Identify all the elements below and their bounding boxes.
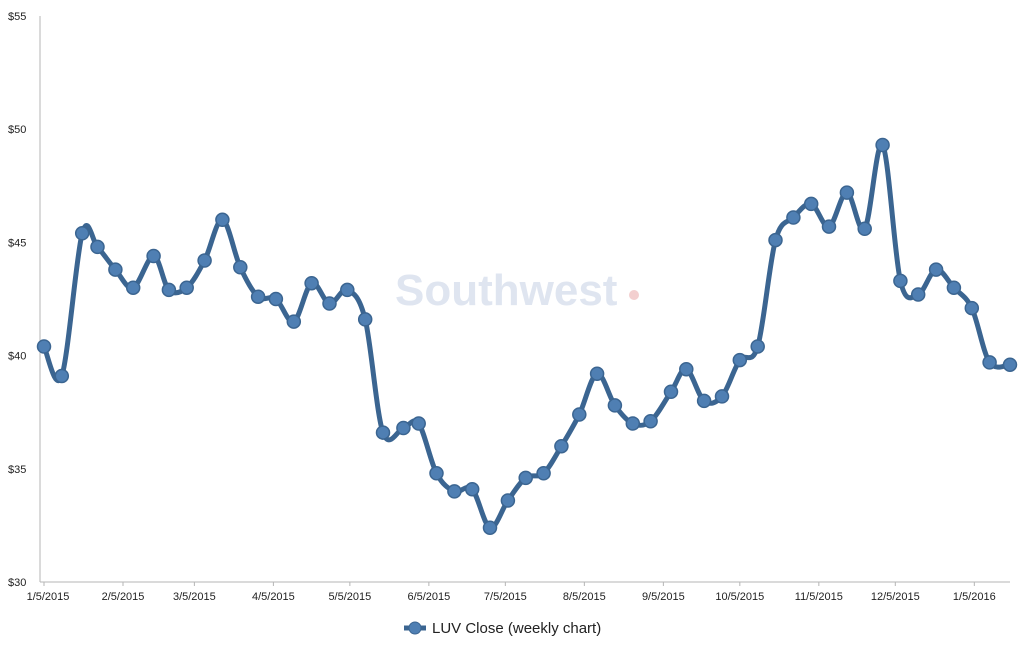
x-tick-label: 5/5/2015 — [328, 591, 371, 603]
series-line-luv-close — [41, 142, 1013, 531]
data-point — [340, 282, 355, 298]
data-point — [54, 368, 70, 384]
data-point — [36, 339, 52, 354]
legend-marker-icon — [408, 621, 422, 635]
x-tick-label: 12/5/2015 — [871, 591, 920, 603]
data-point — [910, 287, 926, 302]
y-tick-label: $40 — [8, 351, 26, 363]
data-point — [928, 262, 944, 277]
y-tick-label: $30 — [8, 577, 26, 589]
x-tick-label: 3/5/2015 — [173, 591, 216, 603]
y-tick-label: $50 — [8, 124, 26, 136]
data-point — [396, 420, 411, 436]
data-point — [322, 296, 337, 311]
data-point — [482, 520, 498, 535]
data-point — [982, 355, 997, 370]
data-point — [429, 466, 444, 481]
y-tick-label: $45 — [8, 237, 26, 249]
data-point — [215, 212, 230, 228]
data-points — [36, 137, 1018, 535]
x-tick-label: 7/5/2015 — [484, 591, 527, 603]
data-point — [875, 137, 890, 153]
data-point — [536, 466, 551, 481]
data-point — [197, 253, 212, 268]
x-axis: 1/5/2015 2/5/2015 3/5/2015 4/5/2015 5/5/2015… — [27, 581, 1010, 603]
data-point — [663, 384, 679, 400]
data-point — [161, 282, 177, 298]
data-point — [304, 275, 319, 291]
data-point — [696, 393, 712, 409]
data-point — [1002, 357, 1018, 372]
data-point — [500, 493, 516, 508]
data-point — [732, 352, 748, 368]
data-point — [357, 312, 373, 327]
data-point — [179, 280, 194, 295]
data-point — [589, 366, 605, 381]
x-tick-label: 10/5/2015 — [715, 591, 764, 603]
data-point — [375, 425, 391, 440]
data-point — [286, 314, 302, 329]
data-point — [108, 262, 123, 277]
data-point — [146, 248, 161, 264]
data-point — [857, 221, 872, 237]
x-tick-label: 8/5/2015 — [563, 591, 606, 603]
data-point — [74, 226, 90, 241]
data-point — [803, 196, 819, 212]
y-tick-label: $55 — [8, 11, 26, 23]
data-point — [572, 407, 587, 422]
x-tick-label: 1/5/2016 — [953, 591, 996, 603]
data-point — [768, 232, 783, 248]
x-tick-label: 4/5/2015 — [252, 591, 295, 603]
data-point — [464, 481, 480, 497]
data-point — [411, 416, 426, 431]
x-tick-label: 11/5/2015 — [795, 591, 843, 603]
data-point — [250, 289, 266, 304]
data-point — [946, 280, 962, 295]
y-tick-label: $35 — [8, 464, 26, 476]
data-point — [554, 438, 569, 454]
y-axis: $30 $35 $40 $45 $50 $55 — [8, 11, 41, 589]
x-tick-label: 9/5/2015 — [642, 591, 685, 603]
data-point — [268, 291, 284, 307]
data-point — [90, 239, 105, 255]
data-point — [839, 185, 855, 200]
data-point — [447, 484, 462, 499]
x-tick-label: 2/5/2015 — [102, 591, 145, 603]
data-point — [125, 280, 141, 295]
data-point — [786, 210, 801, 225]
data-point — [233, 260, 248, 275]
legend-label: LUV Close (weekly chart) — [432, 620, 601, 637]
data-point — [643, 414, 658, 429]
x-tick-label: 1/5/2015 — [27, 591, 70, 603]
data-point — [964, 300, 980, 316]
data-point — [821, 219, 837, 234]
data-point — [714, 389, 730, 404]
data-point — [679, 361, 694, 377]
data-point — [518, 470, 533, 486]
legend: LUV Close (weekly chart) — [404, 620, 601, 637]
data-point — [750, 339, 765, 354]
x-tick-label: 6/5/2015 — [407, 591, 450, 603]
data-point — [893, 273, 908, 289]
southwest-watermark: Southwest — [395, 266, 618, 315]
data-point — [607, 398, 623, 413]
heart-logo-icon — [629, 290, 639, 300]
data-point — [625, 416, 641, 431]
